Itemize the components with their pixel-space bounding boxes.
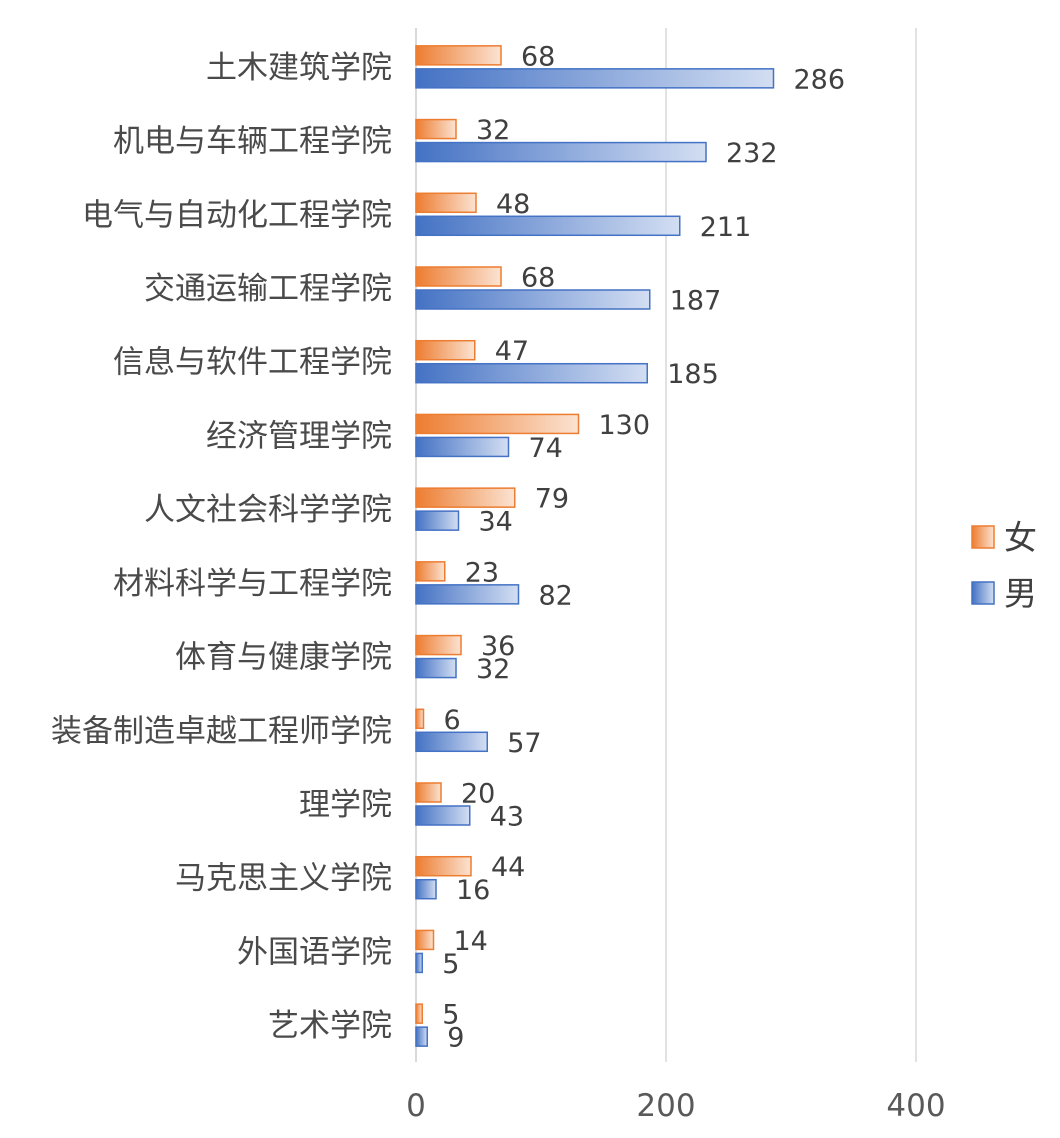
data-label: 36 xyxy=(481,631,515,662)
bar-female xyxy=(415,929,435,951)
category-label: 机电与车辆工程学院 xyxy=(113,124,392,160)
gridlines xyxy=(415,28,917,1062)
bar-male xyxy=(415,584,520,605)
bar-female xyxy=(415,45,502,66)
legend-swatch xyxy=(971,581,995,605)
bar-female xyxy=(415,634,462,656)
data-label: 5 xyxy=(442,949,459,980)
bar-male xyxy=(415,289,651,310)
bar-male xyxy=(415,141,707,163)
bar-female xyxy=(415,855,472,877)
data-label: 43 xyxy=(490,802,524,833)
category-label: 理学院 xyxy=(299,787,392,823)
data-label: 187 xyxy=(670,286,722,317)
bar-male xyxy=(415,362,648,384)
data-label: 232 xyxy=(726,138,778,169)
data-label: 32 xyxy=(476,654,510,685)
data-label: 68 xyxy=(521,263,555,294)
bar-female xyxy=(415,118,457,140)
data-label: 82 xyxy=(539,580,573,611)
bar-male xyxy=(415,952,423,974)
bar-female xyxy=(415,487,516,508)
data-label: 14 xyxy=(454,926,488,957)
bar-male xyxy=(415,436,510,458)
x-tick-label: 0 xyxy=(406,1088,426,1124)
data-label: 23 xyxy=(465,557,499,588)
category-label: 人文社会科学学院 xyxy=(144,492,392,528)
bar-male xyxy=(415,215,681,237)
category-label: 体育与健康学院 xyxy=(175,640,392,676)
data-label: 79 xyxy=(535,484,569,515)
data-label: 74 xyxy=(529,433,563,464)
data-label: 68 xyxy=(521,41,555,72)
data-label: 48 xyxy=(496,189,530,220)
category-label: 艺术学院 xyxy=(268,1008,392,1044)
bar-male xyxy=(415,805,471,826)
data-label: 57 xyxy=(507,728,541,759)
legend-label: 女 xyxy=(1004,518,1037,557)
data-label: 286 xyxy=(794,64,846,95)
bar-male xyxy=(415,657,457,679)
data-label: 185 xyxy=(667,359,719,390)
category-label: 材料科学与工程学院 xyxy=(113,566,392,602)
data-label: 16 xyxy=(456,875,490,906)
bar-female xyxy=(415,1003,423,1024)
data-label: 44 xyxy=(491,852,525,883)
data-label: 34 xyxy=(479,507,513,538)
x-tick-label: 200 xyxy=(636,1088,695,1124)
bar-female xyxy=(415,782,442,803)
bar-male xyxy=(415,878,437,900)
legend-swatch xyxy=(971,525,995,549)
x-axis-ticks: 0 200 400 xyxy=(406,1088,945,1124)
data-label: 130 xyxy=(599,410,651,441)
bar-male xyxy=(415,68,775,89)
bar-male xyxy=(415,510,460,531)
category-labels: 土木建筑学院机电与车辆工程学院电气与自动化工程学院交通运输工程学院信息与软件工程… xyxy=(51,50,392,1044)
bar-female xyxy=(415,708,425,730)
bar-female xyxy=(415,192,477,214)
data-label: 32 xyxy=(476,115,510,146)
bar-male xyxy=(415,731,488,753)
category-label: 马克思主义学院 xyxy=(175,861,392,897)
category-label: 外国语学院 xyxy=(237,934,392,970)
x-tick-label: 400 xyxy=(886,1088,945,1124)
data-label: 211 xyxy=(700,212,752,243)
legend: 女男 xyxy=(971,518,1037,613)
data-label: 9 xyxy=(447,1023,464,1054)
legend-label: 男 xyxy=(1004,574,1037,613)
data-label: 20 xyxy=(461,779,495,810)
bar-female xyxy=(415,561,446,582)
category-label: 经济管理学院 xyxy=(206,418,392,454)
category-label: 电气与自动化工程学院 xyxy=(82,197,392,233)
bar-female xyxy=(415,339,476,361)
category-label: 信息与软件工程学院 xyxy=(113,345,392,381)
bars: 68 286 32 232 48 211 68 187 47 185 130 74 79 34 23 82 36… xyxy=(415,41,846,1054)
data-label: 5 xyxy=(442,1000,459,1031)
bar-female xyxy=(415,413,580,435)
data-label: 47 xyxy=(495,336,529,367)
category-label: 土木建筑学院 xyxy=(206,50,392,86)
bar-female xyxy=(415,266,502,287)
bar-male xyxy=(415,1026,428,1047)
data-label: 6 xyxy=(444,705,461,736)
category-label: 装备制造卓越工程师学院 xyxy=(51,713,392,749)
category-label: 交通运输工程学院 xyxy=(144,271,392,307)
